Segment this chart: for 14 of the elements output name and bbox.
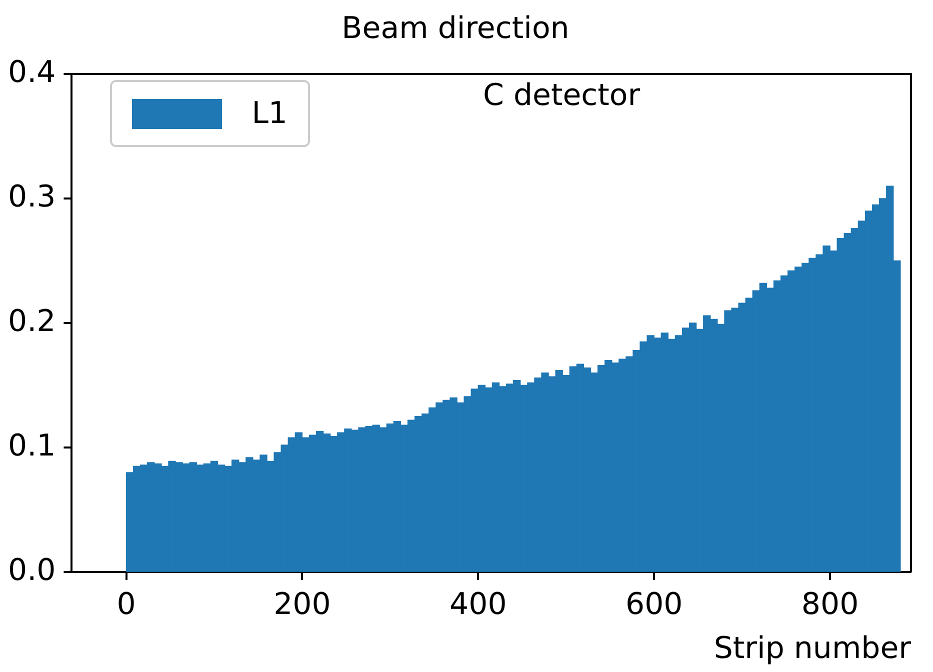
x-tick-label: 200 bbox=[274, 586, 331, 622]
chart-title: Beam direction bbox=[342, 10, 570, 46]
x-tick-label: 800 bbox=[801, 586, 859, 622]
annotation: C detector bbox=[482, 78, 641, 113]
x-axis-title: Strip number bbox=[714, 630, 912, 666]
y-tick-label: 0.4 bbox=[8, 54, 56, 90]
y-tick-label: 0.2 bbox=[8, 304, 56, 339]
x-tick-label: 600 bbox=[625, 586, 683, 622]
y-tick-label: 0.0 bbox=[8, 552, 56, 588]
x-tick-label: 400 bbox=[450, 586, 507, 622]
legend-label: L1 bbox=[252, 96, 288, 131]
y-tick-label: 0.1 bbox=[8, 428, 56, 464]
x-tick-label: 0 bbox=[116, 586, 136, 622]
y-tick-label: 0.3 bbox=[8, 179, 56, 214]
